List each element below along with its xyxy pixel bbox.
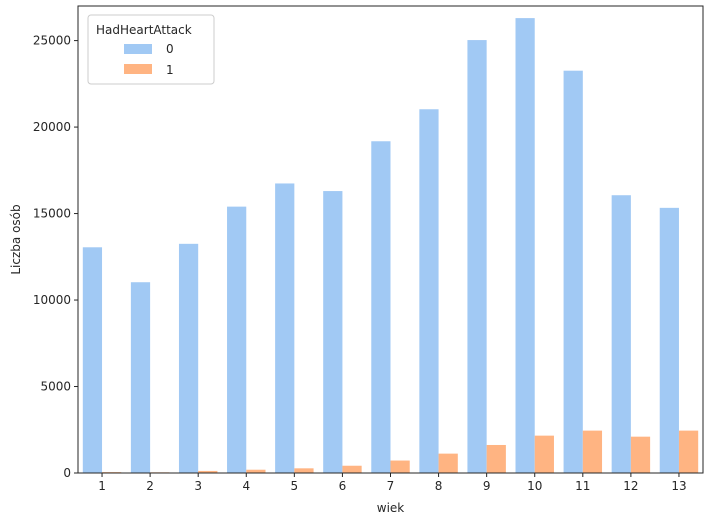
- bar-series1-6: [342, 465, 362, 473]
- bars-layer: [82, 18, 699, 474]
- bar-series0-3: [178, 243, 199, 473]
- bar-series1-11: [582, 430, 603, 473]
- bar-series1-9: [486, 444, 506, 473]
- bar-series0-4: [227, 206, 247, 474]
- x-tick-label: 8: [435, 479, 443, 493]
- x-tick-label: 1: [98, 479, 106, 493]
- x-tick-label: 7: [387, 479, 395, 493]
- x-tick-label: 11: [575, 479, 590, 493]
- bar-series0-7: [371, 141, 391, 474]
- y-axis-label: Liczba osób: [9, 204, 23, 274]
- x-tick-label: 12: [623, 479, 638, 493]
- bar-series1-4: [246, 469, 266, 473]
- y-tick-label: 5000: [40, 380, 71, 394]
- legend-label-0: 0: [166, 42, 174, 56]
- bar-series0-10: [515, 18, 535, 473]
- y-tick-label: 20000: [33, 120, 71, 134]
- x-axis: 1 2 3 4 5 6 7 8 9 10 11 12 13: [98, 473, 687, 493]
- legend-swatch-1: [124, 64, 152, 74]
- bar-series0-5: [275, 183, 295, 473]
- x-tick-label: 4: [242, 479, 250, 493]
- bar-series1-8: [438, 453, 458, 473]
- x-tick-label: 13: [671, 479, 686, 493]
- y-axis: 0 5000 10000 15000 20000 25000: [33, 34, 78, 480]
- y-tick-label: 10000: [33, 293, 71, 307]
- y-tick-label: 0: [63, 466, 71, 480]
- bar-series0-11: [563, 70, 583, 474]
- x-tick-label: 5: [291, 479, 299, 493]
- bar-series1-12: [630, 436, 651, 473]
- x-tick-label: 3: [194, 479, 202, 493]
- bar-series0-13: [659, 207, 679, 473]
- legend-swatch-0: [124, 44, 152, 54]
- bar-series0-6: [323, 191, 343, 473]
- bar-series0-9: [467, 40, 487, 474]
- y-tick-label: 25000: [33, 34, 71, 48]
- legend-title: HadHeartAttack: [96, 23, 192, 37]
- legend-label-1: 1: [166, 63, 174, 77]
- x-tick-label: 2: [146, 479, 154, 493]
- bar-series1-7: [390, 460, 410, 473]
- x-tick-label: 10: [527, 479, 542, 493]
- legend: HadHeartAttack 0 1: [87, 14, 215, 85]
- bar-series0-8: [419, 109, 439, 474]
- bar-series1-3: [198, 470, 218, 473]
- bar-series1-10: [534, 435, 554, 473]
- bar-series1-5: [294, 468, 314, 473]
- x-axis-label: wiek: [377, 501, 405, 515]
- y-tick-label: 15000: [33, 207, 71, 221]
- bar-series1-13: [678, 430, 699, 473]
- bar-series0-2: [130, 282, 151, 473]
- bar-series0-12: [611, 195, 631, 473]
- bar-series0-1: [82, 247, 103, 473]
- x-tick-label: 6: [339, 479, 347, 493]
- x-tick-label: 9: [483, 479, 491, 493]
